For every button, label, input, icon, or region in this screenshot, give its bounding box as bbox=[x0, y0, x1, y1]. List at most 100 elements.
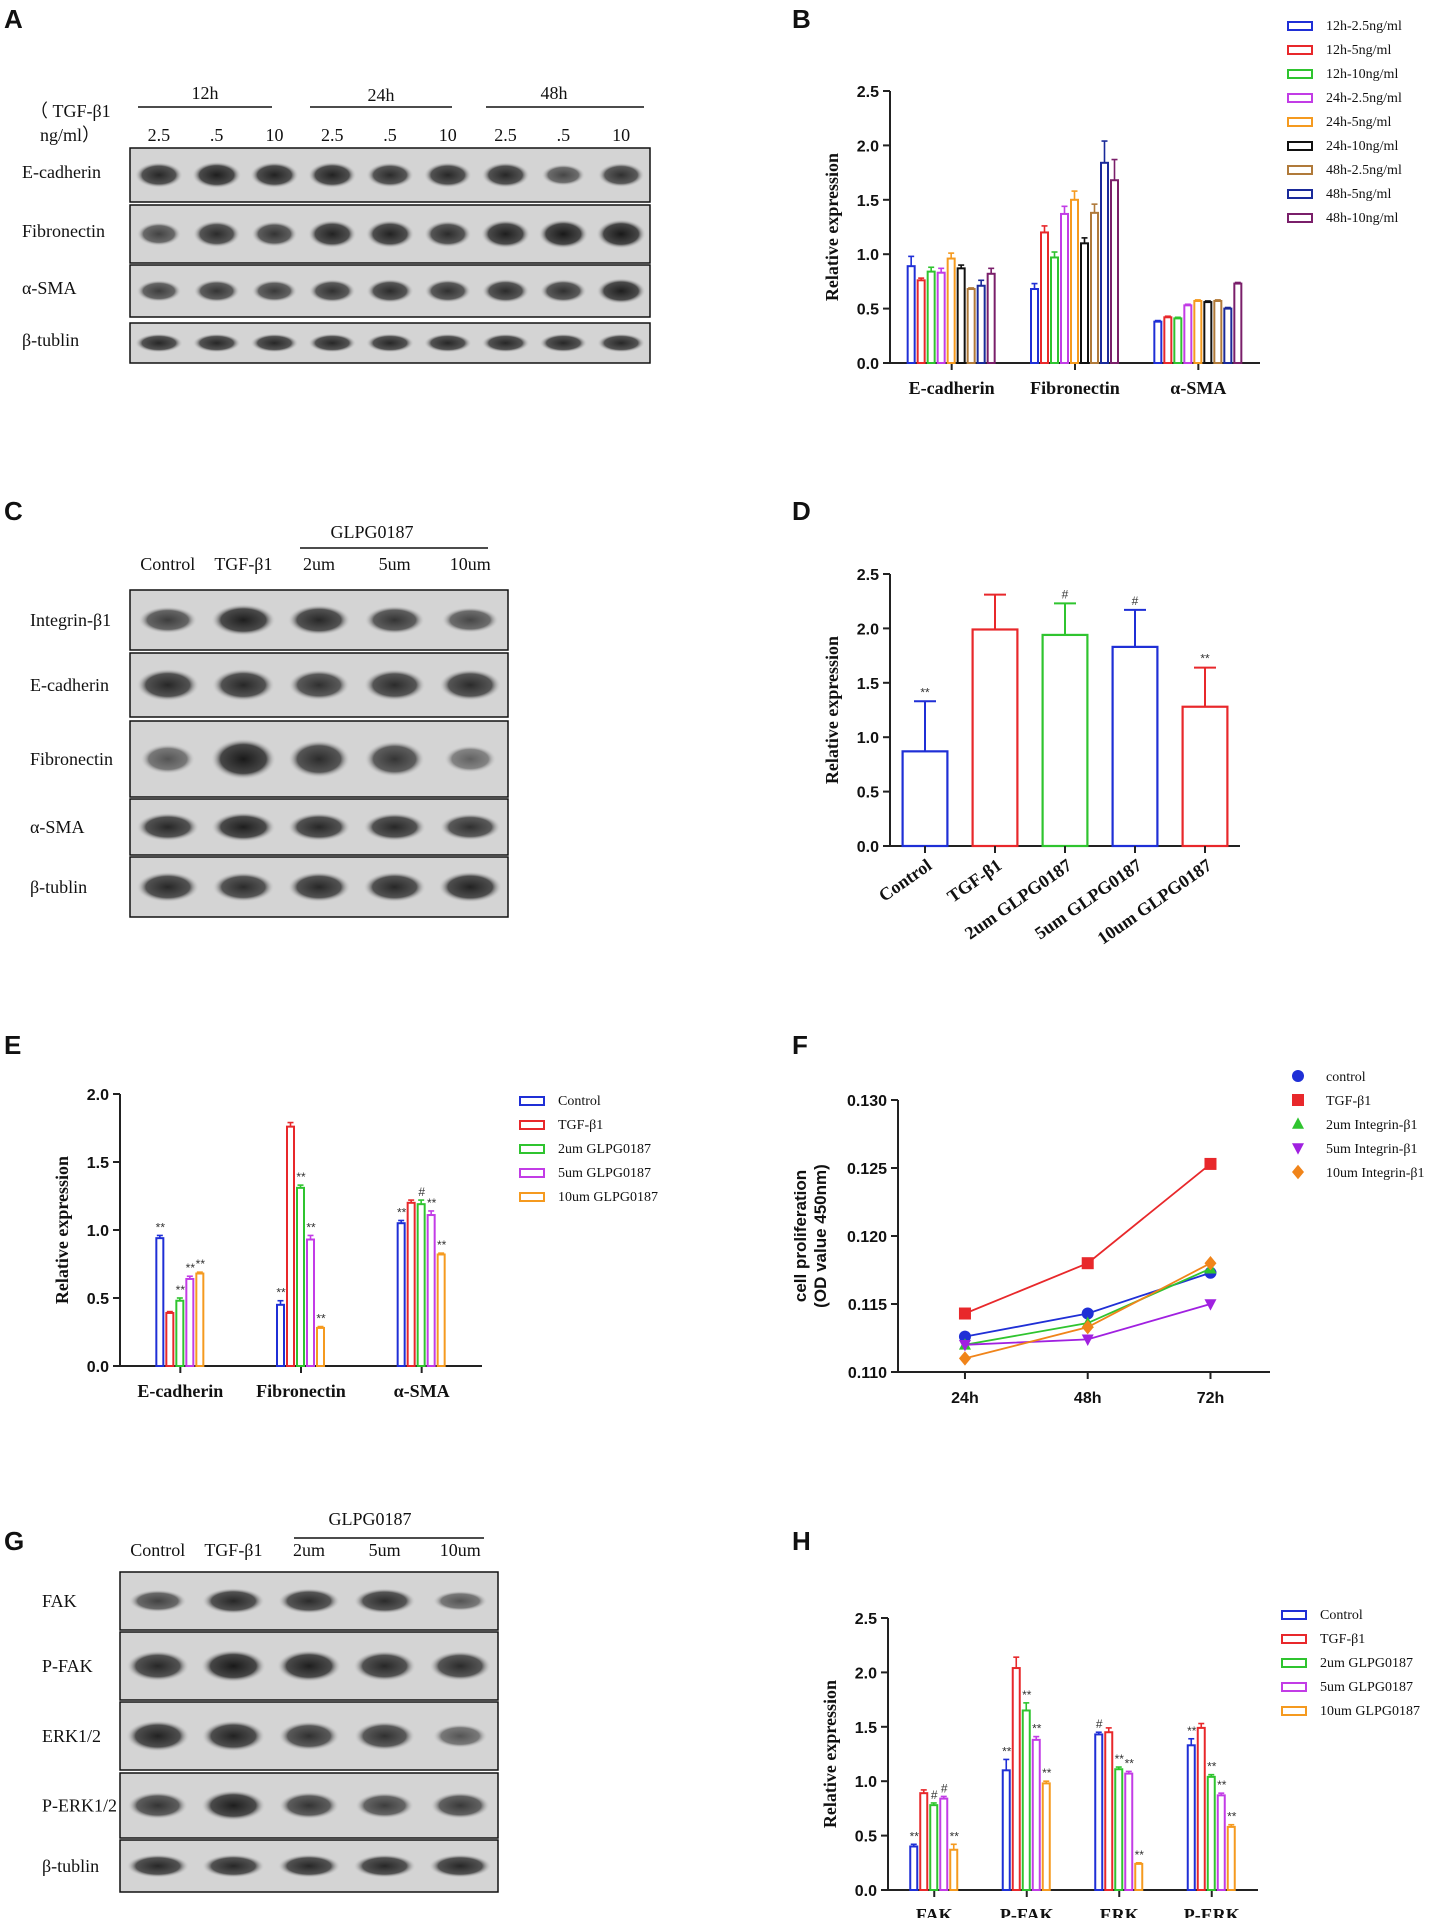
y-tick-label: 0.5 bbox=[857, 302, 879, 319]
row-label-sma: α-SMA bbox=[22, 278, 76, 298]
blot-row-sma-band-2 bbox=[193, 279, 240, 303]
row-label-tublin: β-tublin bbox=[22, 330, 79, 350]
panel-label-f: F bbox=[792, 1030, 808, 1060]
legend-swatch-2um-glpg0187 bbox=[1281, 1658, 1307, 1668]
x-tick-label-tgf-1: TGF-β1 bbox=[943, 855, 1005, 907]
bar-control-fibronectin bbox=[276, 1303, 285, 1368]
blot-row-tublin-band-1 bbox=[136, 871, 200, 903]
legend-swatch-24h-10ng-ml bbox=[1287, 141, 1313, 151]
legend-swatch-10um-glpg0187 bbox=[519, 1192, 545, 1202]
blot-row-fibronectin-band-3 bbox=[251, 221, 298, 247]
legend-swatch-12h-2-5ng-ml bbox=[1287, 21, 1313, 31]
legend-label-tgf-1: TGF-β1 bbox=[1320, 1632, 1365, 1647]
row-label-fibronectin: Fibronectin bbox=[30, 749, 113, 769]
legend-label-control: Control bbox=[558, 1094, 601, 1109]
row-label-tublin: β-tublin bbox=[42, 1856, 99, 1876]
bar-24h-5ng-ml-sma bbox=[1193, 299, 1203, 365]
dose-label: .5 bbox=[557, 125, 571, 145]
blot-row-tublin-band-5 bbox=[366, 333, 414, 353]
bar-12h-10ng-ml-e-cadherin bbox=[926, 270, 936, 364]
blot-row-fak bbox=[119, 1571, 499, 1631]
y-tick-label: 2.0 bbox=[87, 1087, 109, 1104]
y-tick-label: 0.5 bbox=[855, 1829, 877, 1846]
blot-row-erk1-2-band-1 bbox=[126, 1720, 190, 1752]
blot-row-e-cadherin-band-5 bbox=[439, 669, 502, 701]
chart-d: 0.0 0.5 1.0 1.5 2.0 2.5 Relative expression ** C… bbox=[822, 567, 1240, 948]
legend-marker-10um-integrin-1 bbox=[1292, 1164, 1304, 1180]
blot-row-fibronectin-band-6 bbox=[424, 220, 472, 248]
blot-row-tublin-band-8 bbox=[539, 333, 588, 353]
blot-row-e-cadherin-band-3 bbox=[250, 161, 299, 189]
dose-label: .5 bbox=[383, 125, 397, 145]
significance-mark: ** bbox=[1115, 1752, 1125, 1766]
bar-tgf-1-sma bbox=[406, 1201, 416, 1368]
bar-12h-2-5ng-ml-sma bbox=[1153, 320, 1163, 365]
bar-5um-glpg0187-fibronectin bbox=[306, 1238, 315, 1368]
blot-row-erk1-2 bbox=[119, 1701, 499, 1771]
bar-48h-10ng-ml-e-cadherin bbox=[986, 272, 996, 364]
blot-row-p-fak-band-5 bbox=[429, 1651, 492, 1681]
blot-row-e-cadherin-band-2 bbox=[192, 161, 242, 189]
legend-swatch-tgf-1 bbox=[519, 1120, 545, 1130]
blot-row-erk1-2-band-5 bbox=[432, 1724, 488, 1748]
significance-mark: ** bbox=[196, 1257, 206, 1271]
bar-12h-10ng-ml-sma bbox=[1173, 317, 1183, 364]
blot-row-sma-band-3 bbox=[287, 812, 351, 842]
bar-48h-10ng-ml-fibronectin bbox=[1110, 179, 1119, 364]
bar-10um-glpg0187-erk bbox=[1134, 1862, 1144, 1891]
significance-mark: ** bbox=[920, 685, 930, 699]
significance-mark: ** bbox=[186, 1261, 196, 1275]
y-tick-label: 0.110 bbox=[848, 1365, 887, 1382]
bar-control-e-cadherin bbox=[155, 1237, 165, 1368]
legend-label-12h-2-5ng-ml: 12h-2.5ng/ml bbox=[1326, 19, 1402, 34]
x-tick-label-p-erk: P-ERK bbox=[1184, 1905, 1240, 1918]
bar-24h-2-5ng-ml-fibronectin bbox=[1060, 212, 1069, 364]
blot-row-tublin bbox=[129, 856, 509, 918]
blot-row-sma-band-2 bbox=[211, 812, 276, 842]
bar-48h-5ng-ml-fibronectin bbox=[1100, 161, 1109, 364]
blot-row-fak-band-2 bbox=[202, 1587, 265, 1615]
blot-row-fibronectin-band-5 bbox=[365, 219, 415, 249]
chart-b: 0.0 0.5 1.0 1.5 2.0 2.5 Relative expression E-c… bbox=[822, 19, 1402, 398]
point-10um-integrin-1-3 bbox=[1204, 1256, 1217, 1271]
blot-row-e-cadherin bbox=[129, 652, 509, 718]
y-tick-label: 0.0 bbox=[87, 1359, 109, 1376]
legend-label-2um-glpg0187: 2um GLPG0187 bbox=[558, 1142, 651, 1157]
blot-row-tublin-band-2 bbox=[202, 1854, 265, 1878]
significance-mark: ** bbox=[1200, 652, 1210, 666]
blot-row-e-cadherin bbox=[129, 147, 651, 203]
row-label-p-erk1-2: P-ERK1/2 bbox=[42, 1796, 117, 1816]
dose-label: 2.5 bbox=[494, 125, 517, 145]
blot-row-sma-band-8 bbox=[540, 279, 587, 303]
legend-swatch-tgf-1 bbox=[1281, 1634, 1307, 1644]
blot-row-sma-band-4 bbox=[363, 812, 426, 842]
bar-24h-10ng-ml-sma bbox=[1203, 301, 1213, 364]
blot-row-integrin-1-band-5 bbox=[441, 607, 499, 633]
significance-mark: ** bbox=[1032, 1722, 1042, 1736]
x-tick-label-48h: 48h bbox=[1074, 1390, 1102, 1407]
blot-row-tublin-band-3 bbox=[250, 333, 299, 353]
bar-12h-5ng-ml-e-cadherin bbox=[916, 279, 926, 365]
y-axis-title: Relative expression bbox=[820, 1680, 840, 1828]
significance-mark: ** bbox=[1125, 1756, 1135, 1770]
legend-label-control: control bbox=[1326, 1070, 1366, 1085]
blot-row-tublin-band-9 bbox=[597, 333, 646, 353]
point-tgf-1-2 bbox=[1081, 1257, 1094, 1270]
blot-row-fibronectin-band-4 bbox=[364, 741, 425, 777]
row-label-erk1-2: ERK1/2 bbox=[42, 1726, 101, 1746]
blot-row-p-fak bbox=[119, 1631, 499, 1701]
legend-label-2um-glpg0187: 2um GLPG0187 bbox=[1320, 1656, 1413, 1671]
bar-5um-glpg0187-sma bbox=[426, 1214, 436, 1368]
blot-row-tublin-band-7 bbox=[481, 333, 530, 353]
bar-10um-glpg0187-p-erk bbox=[1226, 1825, 1236, 1891]
bar-10um-glpg0187-fibronectin bbox=[316, 1326, 325, 1368]
legend-swatch-control bbox=[1281, 1610, 1307, 1620]
bar-2um-glpg0187-erk bbox=[1114, 1768, 1124, 1892]
blot-row-fibronectin-band-8 bbox=[538, 219, 589, 249]
y-tick-label: 2.0 bbox=[855, 1665, 877, 1682]
blot-row-fibronectin-band-2 bbox=[193, 220, 241, 248]
legend-marker-tgf-1 bbox=[1292, 1094, 1304, 1106]
legend-swatch-control bbox=[519, 1096, 545, 1106]
bar-12h-5ng-ml-fibronectin bbox=[1040, 231, 1049, 364]
legend-label-2um-integrin-1: 2um Integrin-β1 bbox=[1326, 1118, 1418, 1133]
